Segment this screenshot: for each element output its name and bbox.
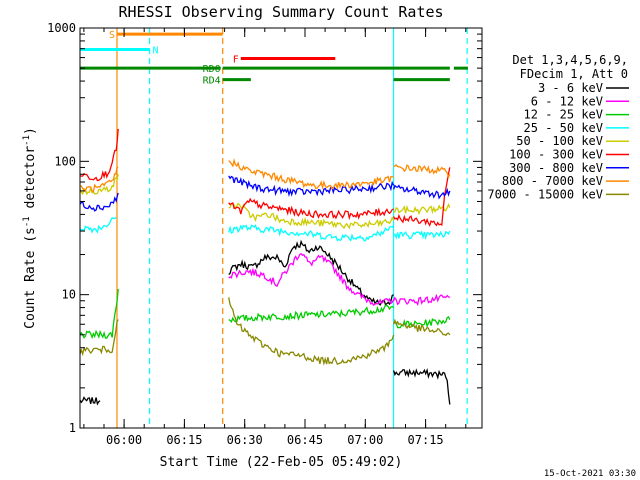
series-lines [79, 128, 451, 406]
series-line-6-seg-0 [79, 192, 119, 212]
flag-label-7: RD4 [203, 76, 221, 87]
legend-label-3: 25 - 50 keV [524, 121, 603, 135]
series-line-4-seg-2 [393, 202, 451, 216]
series-line-8-seg-0 [79, 319, 119, 357]
y-axis-label: Count Rate (s-1 detector-1) [22, 127, 38, 329]
flag-label-2: F [233, 55, 239, 66]
series-line-3-seg-2 [393, 230, 451, 241]
plot-frame [79, 27, 483, 429]
series-line-1-seg-1 [392, 293, 451, 306]
y-tick-label-3: 1000 [47, 21, 76, 35]
y-axis-ticks: 1 10 100 1000 [47, 21, 482, 435]
y-axis-label-sup: -1 [22, 216, 32, 227]
series-line-4-seg-0 [79, 174, 119, 196]
series-line-0-seg-0 [79, 396, 101, 406]
legend-label-8: 7000 - 15000 keV [487, 187, 603, 201]
legend-header-line-2: FDecim 1, Att 0 [520, 67, 628, 81]
series-line-0-seg-1 [228, 239, 394, 306]
y-axis-label-close: ) [23, 127, 38, 135]
y-axis-label-sup2: -1 [22, 135, 32, 146]
x-tick-label-2: 06:30 [227, 433, 263, 447]
series-line-0-seg-2 [392, 367, 451, 405]
series-line-6-seg-2 [392, 184, 451, 200]
legend: Det 1,3,4,5,6,9, FDecim 1, Att 0 3 - 6 k… [487, 53, 629, 201]
series-line-5-seg-2 [393, 167, 451, 227]
y-tick-label-0: 1 [69, 421, 76, 435]
y-axis-label-tail: detector [23, 146, 38, 217]
flag-label-1: N [153, 45, 159, 56]
legend-label-0: 3 - 6 keV [538, 81, 603, 95]
x-axis-ticks: 06:00 06:15 06:30 06:45 07:00 07:15 [83, 28, 467, 447]
x-tick-label-5: 07:15 [408, 433, 444, 447]
series-line-6-seg-1 [228, 175, 395, 198]
legend-label-1: 6 - 12 keV [531, 94, 603, 108]
series-line-4-seg-1 [228, 202, 395, 230]
x-tick-label-4: 07:00 [347, 433, 383, 447]
series-line-8-seg-2 [392, 318, 451, 337]
flag-label-4: RD0 [203, 64, 221, 75]
legend-label-2: 12 - 25 keV [524, 108, 603, 122]
series-line-7-seg-0 [79, 166, 119, 193]
series-line-5-seg-0 [79, 128, 119, 182]
series-line-5-seg-1 [228, 197, 394, 221]
flag-label-0: S [109, 30, 115, 41]
y-axis-label-main: Count Rate (s [23, 227, 38, 329]
x-axis-label: Start Time (22-Feb-05 05:49:02) [160, 455, 403, 470]
y-tick-label-2: 100 [54, 154, 76, 168]
y-tick-label-1: 10 [62, 288, 76, 302]
vertical-markers [116, 28, 468, 428]
x-tick-label-0: 06:00 [106, 433, 142, 447]
series-line-7-seg-1 [228, 158, 394, 191]
legend-label-5: 100 - 300 keV [509, 148, 603, 162]
legend-header-line-1: Det 1,3,4,5,6,9, [512, 53, 628, 67]
generation-timestamp: 15-Oct-2021 03:30 [544, 469, 636, 479]
series-line-7-seg-2 [393, 163, 451, 180]
legend-label-7: 800 - 7000 keV [502, 174, 603, 188]
series-line-3-seg-0 [79, 216, 117, 234]
x-tick-label-1: 06:15 [166, 433, 202, 447]
series-line-8-seg-1 [228, 297, 395, 366]
legend-label-6: 300 - 800 keV [509, 161, 603, 175]
series-line-2-seg-0 [79, 289, 119, 340]
series-line-2-seg-1 [228, 304, 395, 324]
chart-title: RHESSI Observing Summary Count Rates [118, 3, 443, 21]
x-tick-label-3: 06:45 [287, 433, 323, 447]
legend-label-4: 50 - 100 keV [516, 134, 603, 148]
series-line-1-seg-0 [228, 252, 395, 306]
series-line-3-seg-1 [228, 224, 395, 242]
